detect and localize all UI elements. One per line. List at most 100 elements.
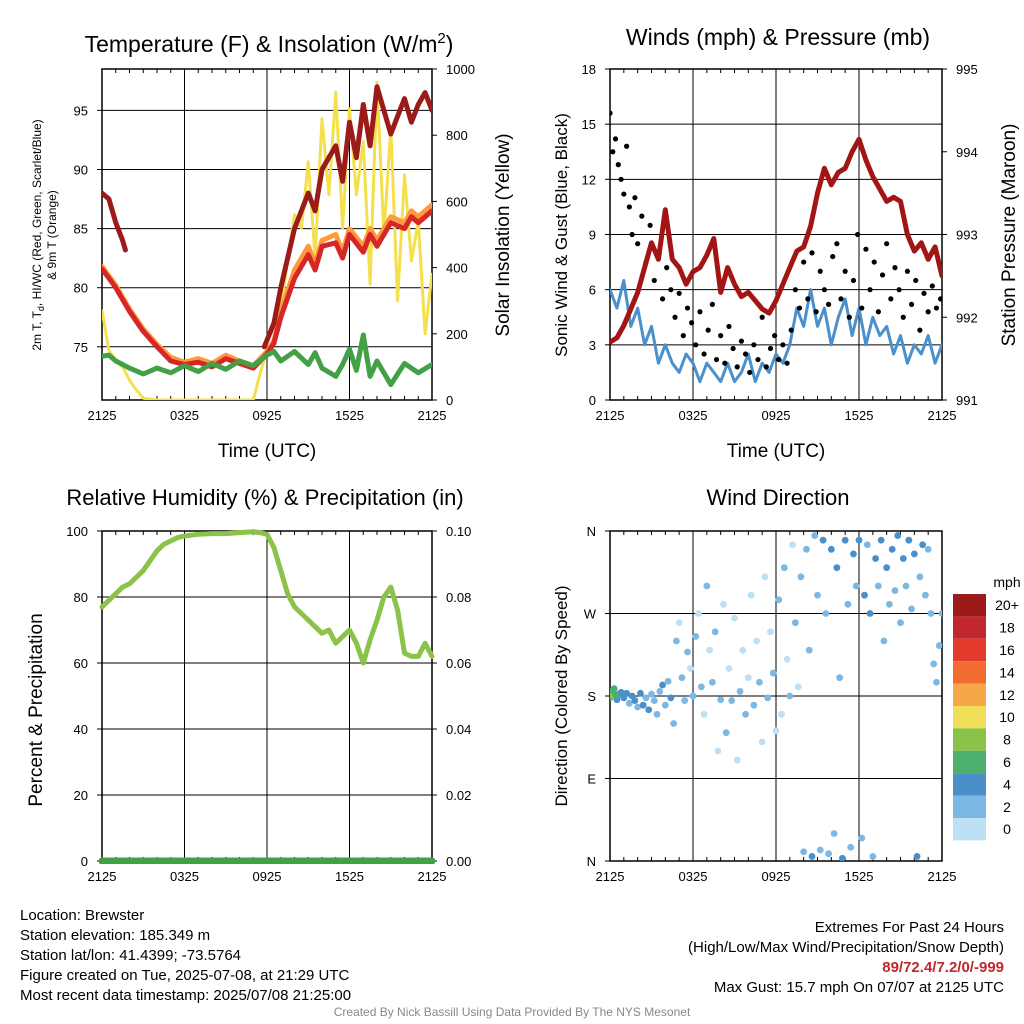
direction-point <box>706 646 713 654</box>
gust-point <box>913 277 919 284</box>
gust-point <box>834 241 840 247</box>
direction-point <box>780 564 788 572</box>
direction-point <box>905 536 913 544</box>
direction-point <box>877 536 885 544</box>
gust-point <box>610 149 616 155</box>
chart-title: Temperature (F) & Insolation (W/m2) <box>85 30 454 57</box>
station-info: Location: Brewster Station elevation: 18… <box>20 906 351 1006</box>
gust-point <box>842 268 848 274</box>
y-tick-label: 60 <box>74 656 88 671</box>
x-axis-label: Time (UTC) <box>727 441 826 462</box>
direction-point <box>764 694 772 702</box>
gust-point <box>635 241 641 247</box>
gust-point <box>672 314 678 320</box>
direction-point <box>888 545 896 553</box>
direction-point <box>708 678 716 686</box>
gust-point <box>863 246 869 252</box>
legend-label: 2 <box>1003 799 1011 815</box>
gust-point <box>726 323 732 330</box>
direction-point <box>725 665 733 672</box>
x-tick-label: 2125 <box>418 869 447 884</box>
direction-point <box>814 591 821 599</box>
y2-tick-label: 0.10 <box>446 524 471 539</box>
gust-point <box>713 356 720 363</box>
y-tick-label: 20 <box>74 788 88 803</box>
gust-point <box>825 301 832 307</box>
direction-point <box>863 541 871 549</box>
legend-label: 12 <box>999 687 1015 703</box>
x-tick-label: 2125 <box>88 869 117 884</box>
gust-point <box>933 305 940 311</box>
direction-point <box>913 853 921 860</box>
direction-point <box>667 694 675 702</box>
gust-point <box>624 143 630 149</box>
direction-point <box>625 699 633 707</box>
series-group <box>102 80 432 400</box>
x-tick-label: 1525 <box>335 408 364 423</box>
y-tick-label: 18 <box>582 62 596 77</box>
y-tick-label: 100 <box>66 524 88 539</box>
series-line-4 <box>102 332 432 388</box>
y-tick-label: N <box>587 854 596 869</box>
direction-point <box>736 688 744 695</box>
y2-tick-label: 600 <box>446 194 468 209</box>
direction-point <box>927 610 935 617</box>
direction-point <box>747 591 755 599</box>
gust-point <box>921 290 927 296</box>
y-axis-label: Direction (Colored By Speed) <box>552 585 571 806</box>
direction-point <box>919 541 927 549</box>
direction-point <box>656 688 664 695</box>
x-tick-label: 0925 <box>253 869 282 884</box>
x-tick-label: 2125 <box>88 408 117 423</box>
legend-swatch <box>953 683 986 706</box>
created-text: Figure created on Tue, 2025-07-08, at 21… <box>20 967 350 984</box>
direction-point <box>839 854 846 861</box>
x-tick-label: 2125 <box>928 408 957 423</box>
gust-point <box>676 290 682 296</box>
gust-point <box>871 259 877 265</box>
gust-point <box>697 309 703 315</box>
points-group <box>610 532 942 861</box>
direction-point <box>617 688 625 696</box>
direction-point <box>673 637 680 645</box>
direction-point <box>650 697 658 704</box>
direction-point <box>728 697 736 704</box>
chart-title: Relative Humidity (%) & Precipitation (i… <box>66 485 463 510</box>
gust-point <box>651 277 657 284</box>
legend-swatch <box>953 728 986 751</box>
x-tick-label: 2125 <box>418 408 447 423</box>
direction-point <box>872 555 879 562</box>
gust-point <box>689 320 695 326</box>
y2-tick-label: 200 <box>446 327 468 342</box>
y2-tick-label: 0.02 <box>446 788 471 803</box>
gust-point <box>680 333 686 339</box>
direction-point <box>767 628 774 636</box>
y-tick-label: 9 <box>589 228 596 243</box>
series-line-0 <box>99 529 435 666</box>
direction-point <box>874 582 882 590</box>
x-tick-label: 0325 <box>170 408 199 423</box>
y-tick-label: 95 <box>74 103 88 118</box>
y-tick-label: 80 <box>74 281 88 296</box>
humidity-precipitation-panel: Relative Humidity (%) & Precipitation (i… <box>26 485 471 884</box>
y-axis-label: Sonic Wind & Gust (Blue, Black) <box>552 113 571 357</box>
gust-point <box>879 272 886 278</box>
gust-point <box>705 327 711 333</box>
extremes-title: Extremes For Past 24 Hours <box>814 919 1004 936</box>
direction-point <box>758 738 766 746</box>
direction-point <box>825 850 832 858</box>
y2-tick-label: 0.00 <box>446 854 471 869</box>
gust-point <box>908 301 915 307</box>
y-axis-label: Percent & Precipitation <box>26 613 47 806</box>
chart-title-superscript: 2 <box>437 30 445 47</box>
gust-point <box>626 204 632 210</box>
latlon-text: Station lat/lon: 41.4399; -73.5764 <box>20 947 242 964</box>
x-tick-label: 0925 <box>762 869 791 884</box>
legend-swatch <box>953 661 986 684</box>
gust-point <box>639 213 645 219</box>
gust-point <box>776 356 782 363</box>
direction-point <box>830 830 838 837</box>
y-tick-label: 6 <box>589 283 596 298</box>
legend-label: 8 <box>1003 732 1011 748</box>
